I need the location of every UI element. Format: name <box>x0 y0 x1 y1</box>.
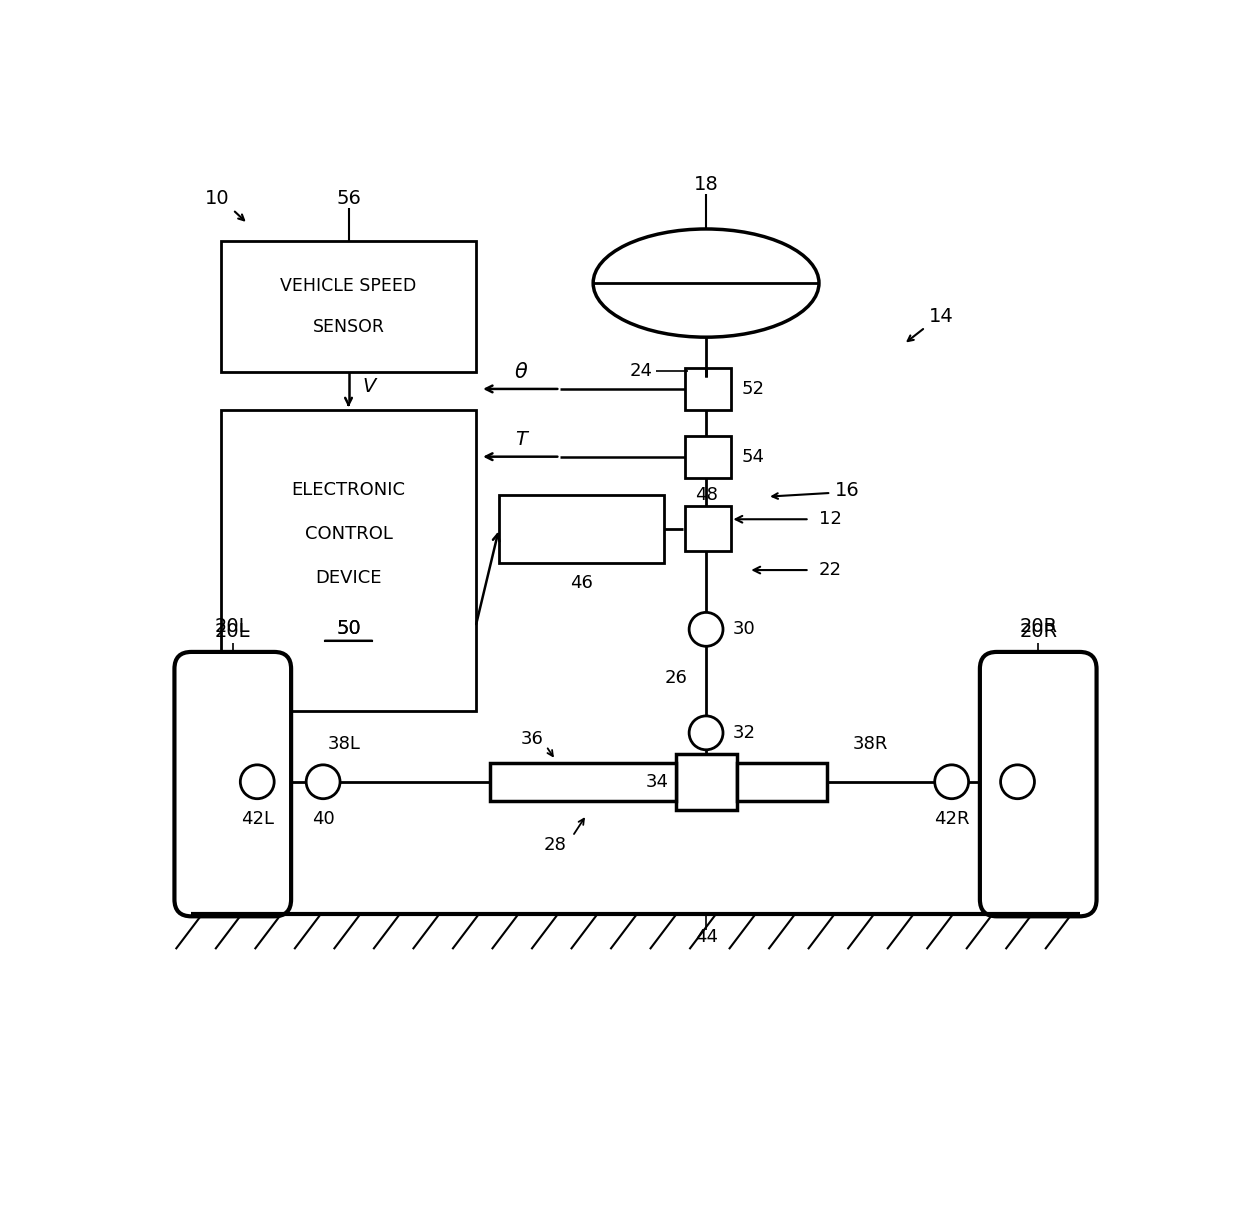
Text: 54: 54 <box>742 447 765 466</box>
Circle shape <box>241 765 274 799</box>
Bar <box>498 495 663 562</box>
Bar <box>222 411 476 711</box>
Text: 14: 14 <box>929 307 954 325</box>
Bar <box>737 763 827 800</box>
Text: 12: 12 <box>818 511 842 528</box>
Text: 44: 44 <box>694 927 718 946</box>
Text: CONTROL: CONTROL <box>305 525 392 544</box>
Text: 18: 18 <box>693 175 718 194</box>
Text: 50: 50 <box>336 618 361 638</box>
Text: 10: 10 <box>205 189 229 208</box>
Bar <box>686 506 730 551</box>
Text: VEHICLE SPEED: VEHICLE SPEED <box>280 277 417 295</box>
Text: 42R: 42R <box>934 810 970 829</box>
Text: ELECTRONIC: ELECTRONIC <box>291 481 405 499</box>
Text: 48: 48 <box>694 486 718 503</box>
Bar <box>676 754 737 810</box>
Circle shape <box>689 716 723 750</box>
Text: 20L: 20L <box>215 622 250 640</box>
Text: 40: 40 <box>311 810 335 829</box>
Text: DEVICE: DEVICE <box>315 568 382 587</box>
Text: 30: 30 <box>733 621 755 638</box>
Text: 50: 50 <box>336 618 361 638</box>
FancyBboxPatch shape <box>175 651 291 916</box>
Text: 36: 36 <box>521 731 543 748</box>
Text: 42L: 42L <box>241 810 274 829</box>
Text: 38R: 38R <box>853 736 888 753</box>
Text: 24: 24 <box>630 362 652 380</box>
Text: 22: 22 <box>818 561 842 579</box>
Bar <box>490 763 676 800</box>
Text: 46: 46 <box>570 574 593 593</box>
Text: T: T <box>515 430 527 450</box>
Text: 16: 16 <box>835 480 859 500</box>
Text: V: V <box>362 378 376 396</box>
Text: 28: 28 <box>544 836 567 854</box>
Text: 56: 56 <box>336 189 361 208</box>
Circle shape <box>306 765 340 799</box>
Text: 20L: 20L <box>215 617 250 635</box>
Text: 32: 32 <box>733 723 755 742</box>
Bar <box>222 241 476 373</box>
Text: 38L: 38L <box>327 736 361 753</box>
Circle shape <box>689 612 723 646</box>
Text: 20R: 20R <box>1019 617 1058 635</box>
Circle shape <box>1001 765 1034 799</box>
FancyBboxPatch shape <box>980 651 1096 916</box>
Circle shape <box>935 765 968 799</box>
Text: 20R: 20R <box>1019 622 1058 640</box>
Text: $\theta$: $\theta$ <box>513 362 528 382</box>
Bar <box>686 368 730 411</box>
Bar <box>686 435 730 478</box>
Text: 52: 52 <box>742 380 765 398</box>
Text: 26: 26 <box>665 670 687 687</box>
Text: SENSOR: SENSOR <box>312 318 384 336</box>
Text: 34: 34 <box>646 772 668 791</box>
